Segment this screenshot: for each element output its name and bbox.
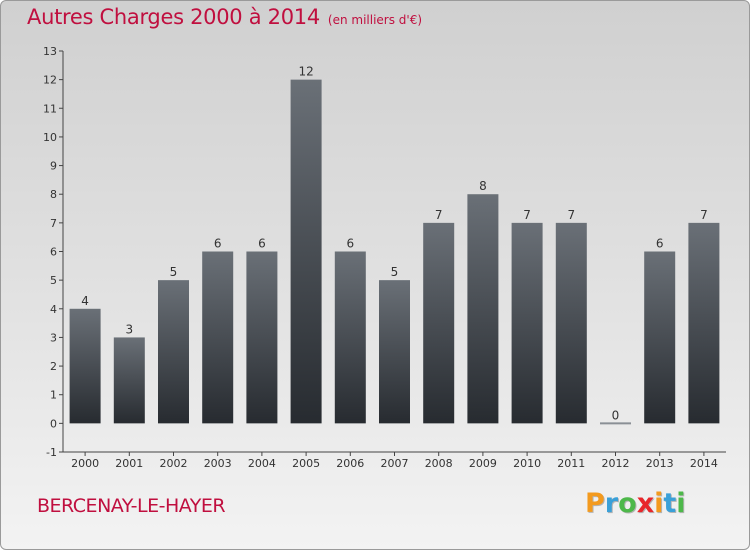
y-tick-label: 3 (50, 331, 57, 344)
bar (379, 280, 410, 424)
logo-letter: r (604, 488, 619, 519)
x-tick-label: 2012 (602, 457, 630, 470)
x-tick-label: 2000 (71, 457, 99, 470)
x-tick-label: 2004 (248, 457, 276, 470)
bar (202, 251, 234, 424)
proxiti-logo: Proxiti (585, 488, 686, 519)
logo-letter: t (663, 488, 677, 519)
y-tick-label: 12 (43, 74, 57, 87)
y-tick-label: 0 (50, 417, 57, 430)
bar (334, 251, 366, 424)
bar (290, 79, 322, 424)
bar-value-label: 6 (214, 237, 222, 251)
bar (644, 251, 676, 424)
bar (688, 222, 720, 424)
bar (467, 194, 499, 424)
bar-value-label: 5 (391, 265, 399, 279)
bar (555, 222, 587, 424)
bar (246, 251, 278, 424)
bar-value-label: 6 (346, 237, 354, 251)
logo-letter: i (654, 488, 664, 519)
bar-value-label: 7 (435, 208, 443, 222)
bar-value-label: 12 (298, 65, 313, 79)
chart-title-main: Autres Charges 2000 à 2014 (27, 5, 320, 29)
logo-letter: i (676, 488, 686, 519)
y-tick-label: -1 (46, 446, 57, 459)
bar-value-label: 3 (125, 322, 133, 336)
y-tick-label: 8 (50, 188, 57, 201)
x-tick-label: 2013 (646, 457, 674, 470)
y-tick-label: 2 (50, 360, 57, 373)
bar (113, 337, 145, 424)
bar (158, 280, 189, 424)
bar (511, 222, 543, 424)
bar-value-label: 8 (479, 179, 487, 193)
bar-layer (69, 79, 720, 425)
y-tick-label: 13 (43, 45, 57, 58)
x-tick-label: 2008 (425, 457, 453, 470)
y-tick-label: 7 (50, 217, 57, 230)
y-tick-label: 10 (43, 131, 57, 144)
x-tick-label: 2006 (336, 457, 364, 470)
bar-value-label: 4 (81, 294, 89, 308)
x-tick-label: 2011 (557, 457, 585, 470)
bar (69, 308, 101, 424)
bar-value-label: 6 (258, 237, 266, 251)
commune-name: BERCENAY-LE-HAYER (37, 495, 226, 517)
chart-title: Autres Charges 2000 à 2014 (en milliers d… (27, 5, 422, 29)
y-tick-label: 9 (50, 160, 57, 173)
x-tick-label: 2007 (381, 457, 409, 470)
y-tick-label: 11 (43, 102, 57, 115)
bar-value-label: 6 (656, 237, 664, 251)
bar-value-label: 7 (700, 208, 708, 222)
x-tick-label: 2010 (513, 457, 541, 470)
logo-letter: P (585, 488, 605, 519)
bar-value-label: 7 (567, 208, 575, 222)
bar-value-label: 5 (170, 265, 178, 279)
x-tick-label: 2001 (115, 457, 143, 470)
y-tick-label: 5 (50, 274, 57, 287)
chart-title-unit: (en milliers d'€) (327, 13, 423, 27)
y-tick-label: 1 (50, 389, 57, 402)
x-tick-label: 2002 (160, 457, 188, 470)
logo-letter: x (636, 488, 655, 519)
logo-letter: o (618, 488, 637, 519)
bar (423, 222, 455, 424)
x-tick-label: 2003 (204, 457, 232, 470)
y-tick-label: 6 (50, 246, 57, 259)
y-tick-label: 4 (50, 303, 57, 316)
bar (600, 422, 631, 425)
x-tick-label: 2005 (292, 457, 320, 470)
bar-value-label: 7 (523, 208, 531, 222)
bar-value-label: 0 (612, 408, 620, 422)
x-tick-label: 2009 (469, 457, 497, 470)
label-layer: 4 2000 3 2001 5 2002 6 2003 6 2004 12 2005 6 2006 5 200… (71, 65, 718, 470)
x-tick-label: 2014 (690, 457, 718, 470)
